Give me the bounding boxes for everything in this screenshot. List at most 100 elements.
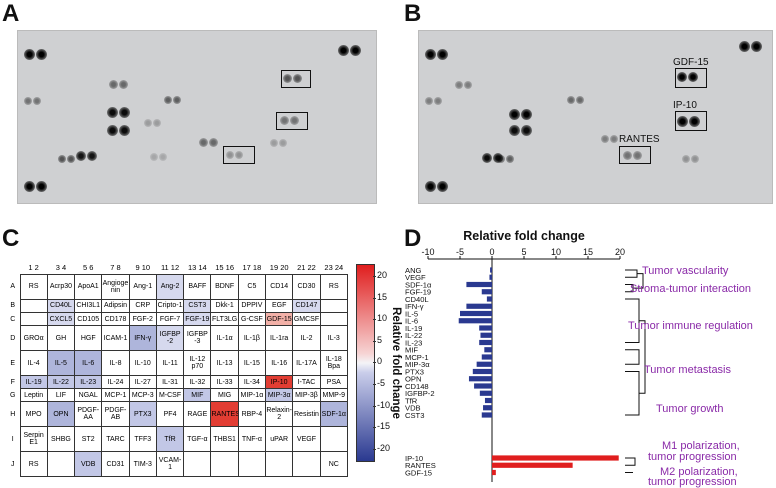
table-cell: PDGF-AA [74,401,103,428]
panel-label-a: A [2,0,20,27]
highlight-box-rantes [223,146,255,164]
bar [476,361,492,367]
table-cell: IL-6 [74,350,103,376]
row-header: H [10,410,16,418]
table-cell: IL-12 p70 [183,350,212,376]
category-label: IL-19 [405,324,422,333]
table-cell: SHBG [46,426,76,453]
table-cell: VDB [74,451,103,477]
colorbar-tick-mark [373,427,376,429]
blot-spot [610,135,618,143]
table-row: D GROα GH HGF ICAM-1 IFN-γ IGFBP -2 IGFBP -3 IL-… [6,325,349,352]
table-cell: IL-16 [265,350,294,376]
bar [481,289,492,295]
x-tick-label: 10 [551,247,561,257]
table-cell: CD147 [292,298,321,314]
colorbar-tick-mark [373,448,376,450]
group-label: tumor progression [648,476,737,488]
table-cell: CD178 [101,312,130,327]
category-label: CD148 [405,382,429,391]
group-label: M1 polarization, [662,440,740,452]
bar [481,354,492,360]
blot-spot [24,49,35,60]
table-cell: TARC [101,426,130,453]
table-cell: IL-2 [292,325,321,352]
table-cell: IL-32 [183,374,212,390]
blot-spot [677,72,687,82]
table-cell: IL-31 [155,374,185,390]
blot-spot [24,181,35,192]
table-cell: IL-1α [210,325,239,352]
table-cell [237,451,267,477]
table-cell: RBP-4 [237,401,267,428]
bar [492,469,496,476]
table-cell: IL-23 [74,374,103,390]
blot-spot [455,81,463,89]
table-cell: RANTES [210,401,239,428]
blot-spot [283,74,292,83]
row-header: J [11,460,15,468]
colorbar-tick: 10 [377,313,388,324]
group-label: Tumor vascularity [642,265,729,277]
table-row: A RS Acrp30 ApoA1 Angioge nin Ang-1 Ang-2 BAFF B… [6,273,349,300]
column-header: 17 18 [242,263,262,273]
table-cell: HGF [74,325,103,352]
panel-label-d: D [404,225,422,252]
table-cell: FGF-19 [183,312,212,327]
table-cell: Cripto-1 [155,298,185,314]
blot-spot [434,97,442,105]
bar [480,332,492,338]
blot-spot [87,151,97,161]
dendrogram-bracket [639,320,646,394]
category-label: CD40L [405,295,429,304]
table-cell [319,312,349,327]
colorbar-tick-mark [373,362,376,364]
colorbar-tick-mark [373,340,376,342]
table-cell [46,451,76,477]
blot-spot [576,96,584,104]
bar [492,455,619,461]
table-cell [19,312,48,327]
table-cell: uPAR [265,426,294,453]
table-cell [319,298,349,314]
table-cell: DPPIV [237,298,267,314]
table-cell: IL-1ra [265,325,294,352]
table-cell: TfR [155,426,185,453]
column-header: 21 22 [297,263,316,273]
colorbar-tick: 0 [377,356,383,367]
blot-spot [437,49,448,60]
x-tick-label: 5 [521,247,526,257]
table-cell [183,451,212,477]
table-cell: Relaxin-2 [265,401,294,428]
table-row: H MPO OPN PDGF-AA PDGF-AB PTX3 PF4 RAGE RANTES RB… [6,401,349,428]
colorbar-tick: 20 [377,270,388,280]
bar [484,347,492,353]
blot-spot [150,153,158,161]
table-cell: MCP-3 [128,388,157,403]
category-label: IL-5 [405,309,418,318]
table-cell: RS [319,273,349,300]
table-cell: ST2 [74,426,103,453]
blot-spot [482,153,492,163]
table-cell: IL-8 [101,350,130,376]
table-cell: ICAM-1 [101,325,130,352]
colorbar-tick: -15 [377,421,391,432]
blot-label-rantes: RANTES [619,134,660,145]
colorbar-label: Relative fold change [390,307,402,419]
table-cell: MIP-3β [292,388,321,403]
table-cell: GH [46,325,76,352]
table-cell: IL-10 [128,350,157,376]
colorbar-tick-mark [373,319,376,321]
table-cell: CXCL5 [46,312,76,327]
x-tick-label: 20 [615,247,625,257]
bar [479,339,492,346]
table-cell: TNF-α [237,426,267,453]
bar [468,376,492,382]
blot-spot [36,49,47,60]
blot-spot [67,155,75,163]
panel-label-b: B [404,0,422,27]
blot-spot [226,151,234,159]
bar [479,390,492,396]
table-cell: CD40L [46,298,76,314]
table-cell: M-CSF [155,388,185,403]
